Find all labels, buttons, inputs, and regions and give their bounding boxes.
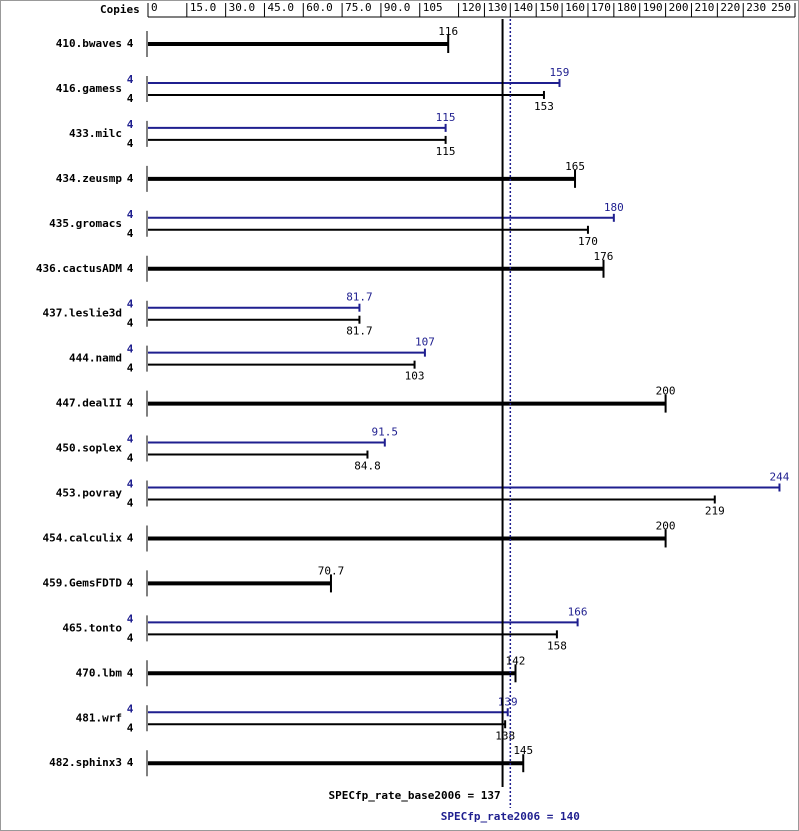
benchmark-label: 444.namd <box>69 352 122 365</box>
x-tick-label: 160 <box>565 1 585 14</box>
reference-label: SPECfp_rate2006 = 140 <box>441 810 580 823</box>
copies: 4 <box>127 208 134 221</box>
copies: 4 <box>127 433 134 446</box>
x-tick-label: 75.0 <box>345 1 372 14</box>
value-label: 116 <box>438 25 458 38</box>
copies: 4 <box>127 666 134 679</box>
benchmark-label: 410.bwaves <box>56 37 122 50</box>
copies: 4 <box>127 452 134 465</box>
value-label: 142 <box>506 654 526 667</box>
value-label: 115 <box>436 145 456 158</box>
x-tick-label: 250 <box>771 1 791 14</box>
x-tick-label: 150 <box>539 1 559 14</box>
copies: 4 <box>127 362 134 375</box>
copies: 4 <box>127 172 134 185</box>
benchmark-label: 437.leslie3d <box>43 307 122 320</box>
value-label: 103 <box>405 370 425 383</box>
x-tick-label: 220 <box>720 1 740 14</box>
x-tick-label: 30.0 <box>229 1 256 14</box>
copies: 4 <box>127 397 134 410</box>
copies: 4 <box>127 478 134 491</box>
benchmark-label: 453.povray <box>56 487 123 500</box>
x-tick-label: 45.0 <box>267 1 294 14</box>
benchmark-label: 447.dealII <box>56 397 122 410</box>
value-label: 153 <box>534 100 554 113</box>
benchmark-label: 454.calculix <box>43 531 123 544</box>
value-label: 70.7 <box>318 564 345 577</box>
value-label: 166 <box>568 605 588 618</box>
x-tick-label: 90.0 <box>384 1 411 14</box>
copies: 4 <box>127 317 134 330</box>
benchmark-label: 435.gromacs <box>49 217 122 230</box>
benchmark-label: 436.cactusADM <box>36 262 122 275</box>
value-label: 81.7 <box>346 325 373 338</box>
copies: 4 <box>127 37 134 50</box>
x-tick-label: 15.0 <box>190 1 217 14</box>
value-label: 81.7 <box>346 291 373 304</box>
value-label: 91.5 <box>372 426 399 439</box>
value-label: 115 <box>436 111 456 124</box>
copies: 4 <box>127 262 134 275</box>
copies: 4 <box>127 137 134 150</box>
benchmark-label: 416.gamess <box>56 82 122 95</box>
copies: 4 <box>127 73 134 86</box>
x-tick-label: 210 <box>694 1 714 14</box>
copies: 4 <box>127 631 134 644</box>
value-label: 158 <box>547 639 567 652</box>
copies: 4 <box>127 576 134 589</box>
value-label: 180 <box>604 201 624 214</box>
benchmark-label: 481.wrf <box>76 711 122 724</box>
value-label: 200 <box>656 385 676 398</box>
value-label: 170 <box>578 235 598 248</box>
x-tick-label: 0 <box>151 1 158 14</box>
reference-label: SPECfp_rate_base2006 = 137 <box>328 789 500 802</box>
copies: 4 <box>127 721 134 734</box>
benchmark-label: 434.zeusmp <box>56 172 123 185</box>
benchmark-label: 450.soplex <box>56 442 123 455</box>
value-label: 84.8 <box>354 460 381 473</box>
benchmark-label: 482.sphinx3 <box>49 756 122 769</box>
value-label: 107 <box>415 336 435 349</box>
benchmark-label: 433.milc <box>69 127 122 140</box>
x-tick-label: 190 <box>643 1 663 14</box>
benchmark-label: 465.tonto <box>62 621 122 634</box>
x-tick-label: 60.0 <box>306 1 333 14</box>
x-tick-label: 230 <box>746 1 766 14</box>
x-tick-label: 105 <box>423 1 443 14</box>
copies: 4 <box>127 92 134 105</box>
copies: 4 <box>127 756 134 769</box>
copies: 4 <box>127 343 134 356</box>
value-label: 244 <box>770 471 790 484</box>
copies: 4 <box>127 227 134 240</box>
copies: 4 <box>127 298 134 311</box>
copies: 4 <box>127 612 134 625</box>
value-label: 145 <box>513 744 533 757</box>
copies: 4 <box>127 531 134 544</box>
x-tick-label: 170 <box>591 1 611 14</box>
value-label: 165 <box>565 160 585 173</box>
copies: 4 <box>127 118 134 131</box>
value-label: 176 <box>594 250 614 263</box>
copies: 4 <box>127 702 134 715</box>
x-tick-label: 180 <box>617 1 637 14</box>
value-label: 138 <box>495 729 515 742</box>
copies-header: Copies <box>100 3 140 16</box>
value-label: 139 <box>498 695 518 708</box>
x-tick-label: 200 <box>669 1 689 14</box>
benchmark-label: 470.lbm <box>76 666 123 679</box>
value-label: 159 <box>550 66 570 79</box>
benchmark-label: 459.GemsFDTD <box>43 576 123 589</box>
copies: 4 <box>127 497 134 510</box>
x-tick-label: 120 <box>462 1 482 14</box>
value-label: 200 <box>656 519 676 532</box>
value-label: 219 <box>705 505 725 518</box>
x-tick-label: 130 <box>487 1 507 14</box>
x-tick-label: 140 <box>513 1 533 14</box>
